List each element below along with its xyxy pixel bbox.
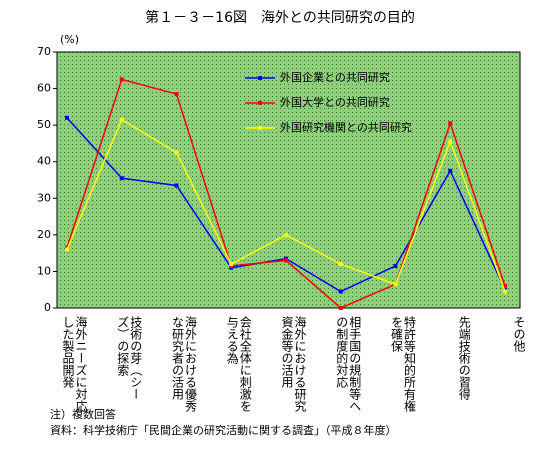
y-tick-label: 10: [37, 264, 51, 277]
legend-label: 外国研究機関との共同研究: [280, 120, 412, 134]
x-tick-label: その他: [512, 316, 526, 352]
note: 注）複数回答: [50, 408, 116, 421]
marker: [119, 77, 124, 82]
y-tick-label: 0: [44, 301, 51, 314]
marker: [448, 168, 453, 173]
plot-area: [56, 51, 521, 309]
y-unit: (%): [60, 33, 79, 46]
y-tick-label: 70: [37, 45, 51, 58]
x-tick-label: 会社全体に刺激を与える為: [225, 316, 253, 412]
y-tick-label: 20: [37, 228, 51, 241]
marker: [284, 232, 288, 237]
marker: [284, 258, 288, 263]
marker: [174, 92, 179, 97]
y-tick-label: 50: [37, 118, 51, 131]
y-tick-label: 60: [37, 82, 51, 95]
marker: [65, 247, 69, 252]
marker: [119, 176, 124, 181]
y-tick-label: 40: [37, 155, 51, 168]
x-tick-label: 特許等知的所有権を確保: [389, 316, 417, 412]
chart-title: 第１－３－16図 海外との共同研究の目的: [145, 9, 415, 26]
marker: [338, 262, 343, 267]
x-tick-label: 海外における優秀な研究者の活用: [170, 316, 198, 412]
marker: [448, 121, 453, 126]
marker: [229, 262, 234, 267]
y-tick-label: 30: [37, 191, 51, 204]
legend-marker: [258, 126, 262, 130]
marker: [174, 183, 179, 188]
marker: [338, 306, 343, 310]
legend-label: 外国企業との共同研究: [280, 70, 390, 84]
legend-marker: [258, 101, 262, 105]
legend-label: 外国大学との共同研究: [280, 95, 390, 109]
note: 資料：科学技術庁「民間企業の研究活動に関する調査」（平成８年度）: [50, 424, 397, 437]
x-tick-label: 海外における研究資金等の活用: [280, 316, 307, 412]
marker: [119, 117, 124, 122]
x-tick-label: 海外ニーズに対応した製品開発: [61, 316, 88, 412]
marker: [338, 289, 343, 294]
x-tick-label: 先端技術の習得: [457, 316, 472, 400]
marker: [393, 282, 398, 287]
marker: [503, 289, 507, 294]
legend-marker: [258, 76, 262, 80]
marker: [393, 263, 398, 268]
marker: [448, 139, 453, 144]
x-tick-label: 技術の芽（シーズ）の探索: [115, 316, 143, 400]
marker: [65, 115, 69, 120]
x-tick-label: 相手国の規制等への制度的対応: [334, 316, 362, 412]
marker: [174, 150, 179, 155]
marker: [503, 284, 507, 289]
